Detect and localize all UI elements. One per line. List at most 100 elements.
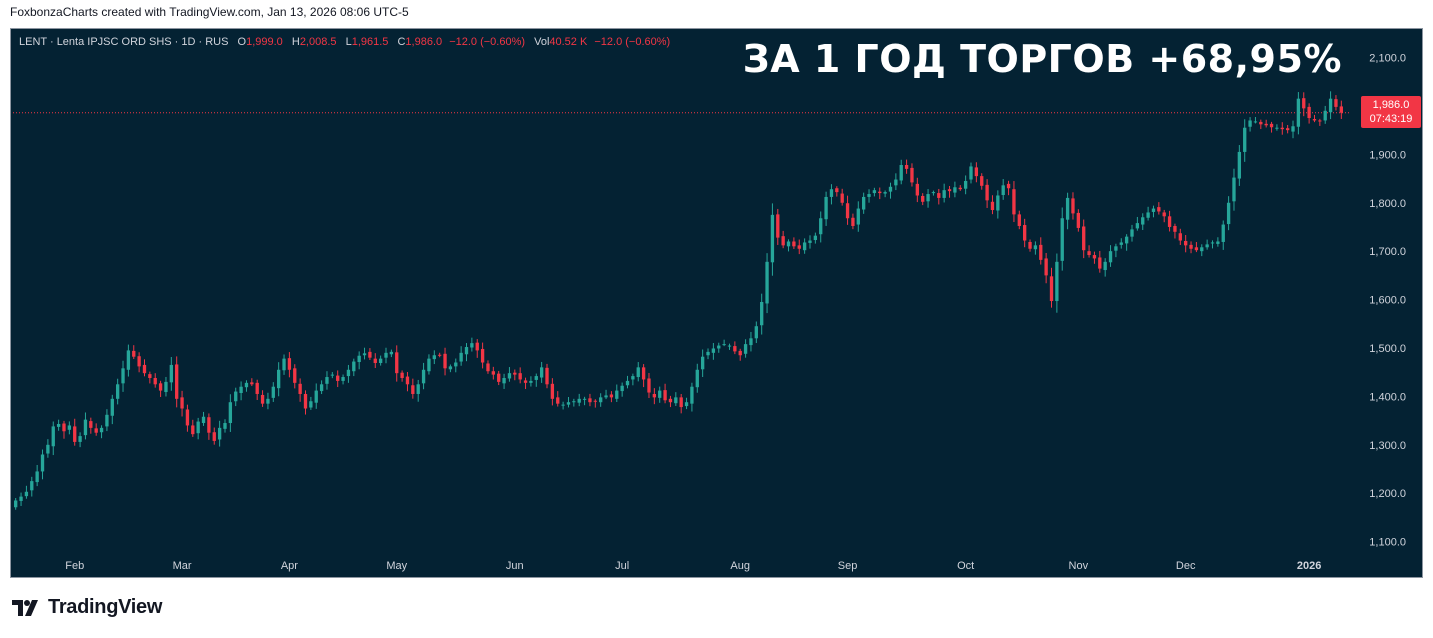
candle-body (974, 167, 979, 177)
candle-body (921, 195, 925, 202)
candle-body (561, 404, 565, 406)
candle-body (1291, 126, 1295, 132)
x-axis-tick-label: Dec (1176, 560, 1196, 572)
close-value: 1,986.0 (405, 36, 443, 48)
candle-body (760, 302, 764, 326)
x-axis-tick-label: Oct (957, 560, 974, 572)
candle-body (797, 245, 801, 249)
candle-body (802, 242, 807, 251)
candle-body (840, 193, 844, 203)
candle-body (83, 419, 88, 436)
last-price-tag: 1,986.0 07:43:19 (1361, 96, 1421, 128)
candle-body (405, 376, 410, 385)
candle-body (62, 423, 66, 432)
candle-body (73, 426, 77, 442)
candle-body (1184, 241, 1188, 246)
symbol-name[interactable]: LENT · Lenta IPJSC ORD SHS · 1D · RUS (19, 36, 229, 48)
tradingview-logo[interactable]: TradingView (12, 596, 162, 619)
candle-body (1318, 120, 1322, 122)
candle-body (40, 454, 45, 472)
candle-body (582, 398, 587, 400)
symbol-legend: LENT · Lenta IPJSC ORD SHS · 1D · RUS O1… (19, 36, 670, 48)
candle-body (1103, 261, 1107, 271)
candle-body (1296, 98, 1301, 127)
candle-body (1124, 236, 1129, 244)
candle-body (963, 180, 968, 189)
chart-panel[interactable]: 2,100.02,000.01,900.01,800.01,700.01,600… (10, 28, 1423, 578)
candle-body (1092, 255, 1097, 259)
candle-body (1323, 110, 1327, 121)
candle-body (276, 369, 281, 389)
candle-body (1243, 127, 1247, 152)
candle-body (856, 208, 860, 225)
y-axis-tick-label: 1,800.0 (1369, 198, 1406, 210)
candle-body (1253, 121, 1258, 123)
candle-body (78, 436, 82, 442)
candle-body (432, 355, 436, 360)
candle-body (1119, 242, 1123, 245)
candle-body (1248, 120, 1252, 127)
candle-body (534, 376, 538, 380)
candle-body (378, 358, 383, 363)
candle-body (448, 366, 453, 370)
candle-body (529, 380, 533, 383)
candle-body (604, 395, 608, 398)
candle-body (1232, 177, 1236, 202)
close-label: C (397, 36, 406, 48)
candle-body (180, 397, 184, 409)
candle-body (915, 183, 919, 196)
candle-body (362, 353, 367, 356)
candle-body (303, 393, 308, 409)
candle-body (700, 356, 705, 370)
candle-body (169, 364, 173, 383)
candle-body (319, 384, 324, 392)
candle-body (679, 397, 683, 408)
candle-body (888, 186, 893, 192)
candle-body (899, 164, 903, 181)
chart-credit: FoxbonzaCharts created with TradingView.… (10, 5, 409, 19)
x-axis-tick-label: Sep (838, 560, 858, 572)
candle-body (260, 394, 265, 404)
candle-body (1259, 121, 1263, 125)
candle-body (942, 190, 946, 198)
candle-body (1167, 216, 1172, 227)
candle-body (89, 421, 93, 428)
candle-body (1302, 98, 1306, 109)
candle-body (969, 166, 973, 180)
candle-body (996, 195, 1000, 211)
x-axis-tick-label: Mar (173, 560, 192, 572)
candle-body (309, 401, 313, 408)
candle-body (722, 344, 726, 346)
candle-body (94, 428, 98, 433)
candle-body (695, 369, 699, 388)
candle-body (266, 398, 270, 404)
candle-body (717, 345, 721, 349)
candle-body (1135, 223, 1140, 229)
candle-body (1275, 127, 1279, 129)
candle-body (658, 390, 662, 398)
candle-body (1151, 208, 1156, 212)
candle-body (980, 176, 984, 186)
x-axis-tick-label: Aug (730, 560, 750, 572)
candle-body (609, 394, 614, 398)
candle-body (175, 364, 179, 399)
candle-body (293, 368, 297, 383)
candle-body (872, 190, 877, 194)
candle-body (883, 192, 887, 194)
candle-body (711, 348, 716, 353)
candle-body (674, 397, 678, 404)
candle-body (470, 343, 474, 348)
volume-value: 40.52 K (549, 36, 588, 48)
candle-body (550, 383, 555, 399)
candle-body (121, 368, 125, 384)
candle-body (1076, 212, 1081, 228)
candle-body (513, 372, 517, 375)
candlestick-chart[interactable]: 2,100.02,000.01,900.01,800.01,700.01,600… (11, 29, 1422, 577)
candle-body (636, 367, 640, 378)
candle-body (1173, 225, 1177, 232)
y-axis-tick-label: 1,900.0 (1369, 149, 1406, 161)
candle-body (829, 189, 834, 197)
candle-body (1237, 151, 1242, 179)
candle-body (647, 378, 651, 393)
low-label: L (345, 36, 352, 48)
